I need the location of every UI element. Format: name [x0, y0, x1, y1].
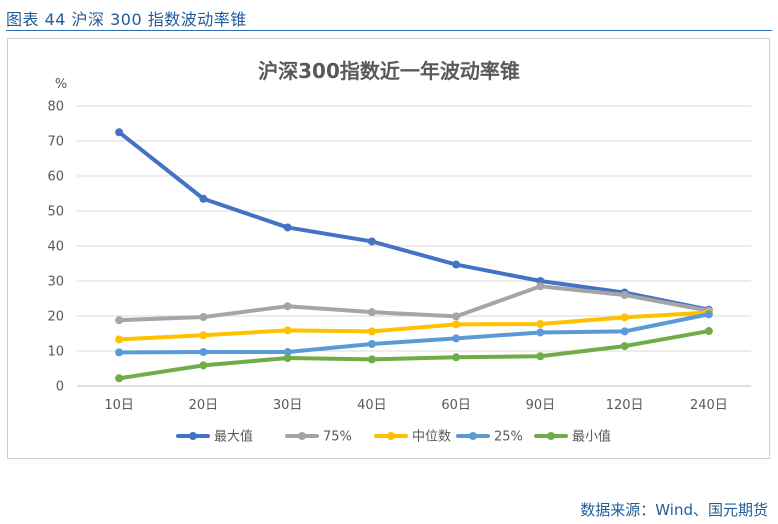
series-2 [115, 308, 713, 344]
series-1 [115, 282, 713, 325]
data-point [452, 334, 461, 343]
series-line [117, 284, 711, 323]
y-axis-unit-label: % [55, 77, 67, 92]
legend-marker [189, 432, 197, 440]
legend-item: 最大值 [176, 429, 253, 445]
volatility-cone-chart: 沪深300指数近一年波动率锥 % 0 10 20 30 40 50 60 70 80 10日 20… [47, 59, 751, 445]
data-point [199, 194, 208, 203]
data-source-note: 数据来源：Wind、国元期货 [580, 501, 768, 519]
y-tick-label: 40 [47, 240, 64, 255]
x-tick-label: 40日 [357, 398, 387, 413]
y-tick-label: 50 [47, 205, 64, 220]
x-tick-label: 90日 [526, 398, 556, 413]
x-axis-ticks: 10日 20日 30日 40日 60日 90日 120日 240日 [104, 398, 727, 413]
data-point [199, 348, 208, 357]
data-point [283, 326, 292, 335]
data-point [367, 355, 376, 364]
legend-item: 25% [456, 430, 523, 445]
legend-marker [469, 432, 477, 440]
x-tick-label: 30日 [273, 398, 303, 413]
data-point [536, 282, 545, 291]
data-point [452, 260, 461, 269]
data-point [704, 327, 713, 336]
data-point [536, 352, 545, 361]
data-point [367, 340, 376, 348]
x-tick-label: 20日 [189, 398, 219, 413]
data-point [704, 310, 713, 319]
data-point [283, 223, 292, 232]
legend-label: 75% [323, 430, 352, 445]
y-tick-label: 80 [47, 100, 64, 115]
series-0 [115, 128, 713, 314]
series-line [117, 329, 711, 381]
chart-container: 沪深300指数近一年波动率锥 % 0 10 20 30 40 50 60 70 80 10日 20… [7, 38, 770, 459]
legend-label: 25% [494, 430, 523, 445]
legend-item: 75% [285, 430, 352, 445]
data-point [620, 291, 629, 299]
data-point [115, 128, 124, 137]
data-point [115, 348, 124, 357]
series-line [117, 130, 711, 312]
data-point [199, 313, 208, 322]
data-point [452, 312, 461, 321]
y-tick-label: 10 [47, 345, 64, 360]
data-point [283, 302, 292, 311]
legend-label: 最小值 [572, 429, 611, 445]
legend-marker [298, 432, 306, 440]
x-tick-label: 10日 [104, 398, 134, 413]
data-point [620, 342, 629, 351]
data-point [452, 320, 461, 329]
caption-divider [6, 30, 772, 31]
gridlines [77, 105, 751, 387]
data-point [367, 237, 376, 246]
legend-label: 最大值 [214, 429, 253, 445]
data-point [367, 327, 376, 336]
legend-item: 中位数 [374, 430, 451, 445]
data-point [283, 348, 292, 357]
legend-label: 中位数 [412, 430, 451, 445]
y-tick-label: 0 [56, 380, 64, 395]
series-3 [115, 310, 713, 357]
data-point [283, 354, 292, 362]
data-point [115, 335, 124, 344]
data-point [199, 331, 208, 340]
legend-item: 最小值 [534, 429, 611, 445]
data-point [199, 361, 208, 370]
y-tick-label: 20 [47, 310, 64, 325]
data-point [620, 313, 629, 322]
data-point [536, 320, 545, 329]
y-axis-ticks: 0 10 20 30 40 50 60 70 80 [47, 100, 64, 395]
data-point [452, 353, 461, 362]
legend-marker [387, 432, 395, 440]
figure-caption: 图表 44 沪深 300 指数波动率锥 [6, 10, 247, 29]
legend: 最大值 75% 中位数 25% 最小值 [176, 429, 611, 445]
series-4 [115, 327, 713, 383]
y-tick-label: 60 [47, 170, 64, 185]
x-tick-label: 120日 [606, 398, 644, 413]
x-tick-label: 60日 [441, 398, 471, 413]
series-line [117, 310, 711, 342]
y-tick-label: 70 [47, 135, 64, 150]
chart-title: 沪深300指数近一年波动率锥 [258, 59, 520, 83]
data-point [115, 316, 124, 325]
data-point [620, 327, 629, 336]
y-tick-label: 30 [47, 275, 64, 290]
legend-marker [547, 432, 555, 440]
series-line [117, 312, 711, 355]
series-lines [115, 128, 713, 383]
x-tick-label: 240日 [690, 398, 728, 413]
data-point [536, 328, 545, 337]
data-point [115, 374, 124, 383]
data-point [367, 308, 376, 317]
